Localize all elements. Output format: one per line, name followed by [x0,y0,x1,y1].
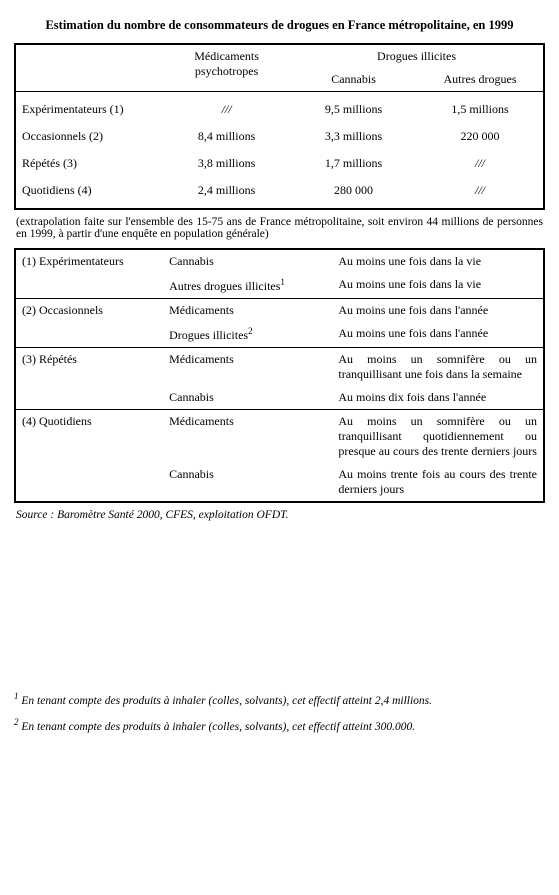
def-substance: Cannabis [163,249,332,273]
def-criterion: Au moins un somnifère ou un tranquillisa… [332,348,544,387]
def-substance: Cannabis [163,386,332,410]
def-criterion: Au moins dix fois dans l'année [332,386,544,410]
def-criterion: Au moins une fois dans l'année [332,322,544,348]
footnote-2: 2 En tenant compte des produits à inhale… [14,717,545,733]
footnote-1: 1 En tenant compte des produits à inhale… [14,691,545,707]
cell-autres: 1,5 millions [417,92,544,126]
def-substance: Médicaments [163,410,332,464]
def-label [15,463,163,502]
def-substance: Cannabis [163,463,332,502]
cell-med: /// [163,92,290,126]
subheader-autres: Autres drogues [417,68,544,92]
cell-autres: /// [417,179,544,209]
row-label: Quotidiens (4) [15,179,163,209]
cell-autres: /// [417,152,544,179]
subheader-cannabis: Cannabis [290,68,417,92]
def-criterion: Au moins une fois dans la vie [332,273,544,299]
cell-med: 3,8 millions [163,152,290,179]
definitions-table: (1) ExpérimentateursCannabisAu moins une… [14,248,545,503]
cell-cannabis: 1,7 millions [290,152,417,179]
page-title: Estimation du nombre de consommateurs de… [14,18,545,33]
def-label: (1) Expérimentateurs [15,249,163,273]
main-table: Médicaments psychotropes Drogues illicit… [14,43,545,210]
def-label: (4) Quotidiens [15,410,163,464]
cell-med: 8,4 millions [163,125,290,152]
cell-autres: 220 000 [417,125,544,152]
cell-cannabis: 280 000 [290,179,417,209]
def-label [15,386,163,410]
header-illicites: Drogues illicites [290,44,544,68]
cell-med: 2,4 millions [163,179,290,209]
source-line: Source : Baromètre Santé 2000, CFES, exp… [16,509,543,521]
header-medicaments: Médicaments psychotropes [163,44,290,92]
def-criterion: Au moins une fois dans la vie [332,249,544,273]
def-criterion: Au moins une fois dans l'année [332,299,544,323]
def-label [15,322,163,348]
def-criterion: Au moins trente fois au cours des trente… [332,463,544,502]
def-substance: Drogues illicites2 [163,322,332,348]
cell-cannabis: 3,3 millions [290,125,417,152]
row-label: Répétés (3) [15,152,163,179]
def-substance: Médicaments [163,348,332,387]
def-substance: Médicaments [163,299,332,323]
row-label: Expérimentateurs (1) [15,92,163,126]
footnotes: 1 En tenant compte des produits à inhale… [14,691,545,733]
def-criterion: Au moins un somnifère ou un tranquillisa… [332,410,544,464]
def-label: (2) Occasionnels [15,299,163,323]
def-label [15,273,163,299]
def-label: (3) Répétés [15,348,163,387]
cell-cannabis: 9,5 millions [290,92,417,126]
row-label: Occasionnels (2) [15,125,163,152]
extrapolation-note: (extrapolation faite sur l'ensemble des … [16,216,543,240]
def-substance: Autres drogues illicites1 [163,273,332,299]
